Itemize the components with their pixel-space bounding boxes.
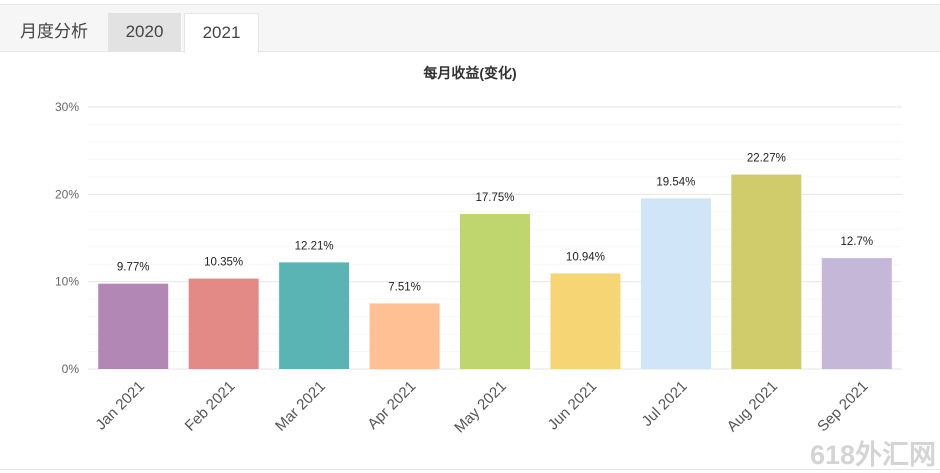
bar: [550, 273, 621, 369]
tab-2020[interactable]: 2020: [108, 13, 181, 51]
data-label: 22.27%: [747, 153, 786, 165]
x-tick-label: Feb 2021: [182, 378, 239, 435]
data-label: 19.54%: [656, 176, 695, 188]
bar: [821, 258, 892, 369]
x-tick-label: Jan 2021: [92, 378, 148, 434]
y-tick-label: 10%: [55, 275, 79, 289]
tab-bar: 月度分析 2020 2021: [0, 5, 940, 53]
x-tick-label: Aug 2021: [724, 378, 781, 435]
data-label: 10.94%: [566, 251, 605, 263]
y-tick-label: 30%: [55, 100, 79, 114]
data-label: 12.21%: [295, 240, 334, 252]
y-tick-label: 20%: [55, 187, 79, 201]
tab-2021[interactable]: 2021: [184, 13, 259, 53]
watermark: 618外汇网: [810, 440, 937, 470]
x-tick-label: Apr 2021: [364, 378, 419, 433]
x-tick-label: Sep 2021: [814, 378, 871, 435]
bottom-divider: [0, 469, 940, 470]
top-divider: [0, 4, 940, 5]
x-tick-label: Mar 2021: [272, 378, 329, 435]
data-label: 9.77%: [117, 262, 150, 274]
bar: [98, 283, 169, 369]
x-tick-label: May 2021: [451, 378, 510, 437]
bar: [279, 262, 350, 369]
x-tick-label: Jul 2021: [639, 378, 691, 430]
data-label: 7.51%: [388, 281, 421, 293]
tab-monthly-analysis[interactable]: 月度分析: [20, 22, 88, 41]
bar: [460, 213, 530, 369]
x-tick-label: Jun 2021: [545, 378, 601, 434]
data-label: 17.75%: [475, 192, 514, 204]
bar: [188, 278, 259, 369]
bar: [731, 174, 802, 369]
bar: [640, 198, 711, 369]
y-tick-label: 0%: [62, 362, 80, 376]
data-label: 10.35%: [204, 257, 243, 269]
data-label: 12.7%: [840, 236, 873, 248]
bar: [369, 303, 440, 369]
chart-title: 每月收益(变化): [423, 65, 516, 81]
